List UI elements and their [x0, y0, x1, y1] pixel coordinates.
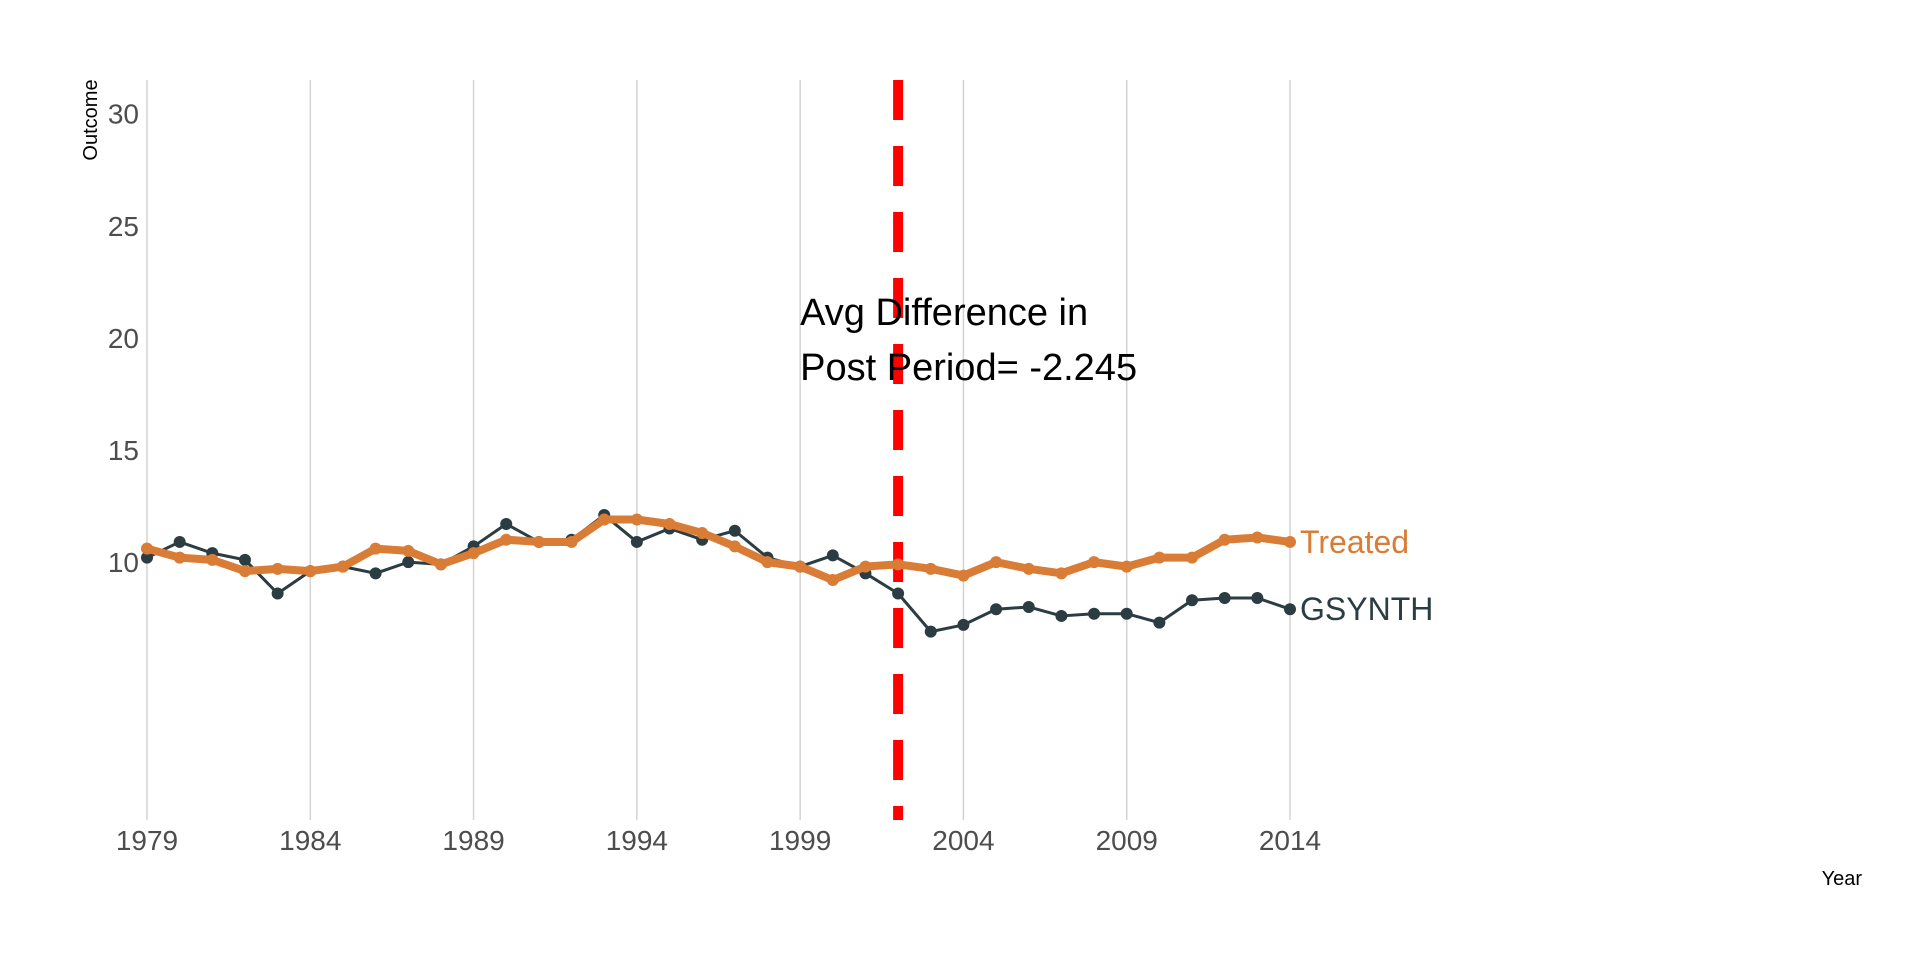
series-label-treated: Treated [1300, 524, 1409, 560]
point-treated-1985 [336, 560, 349, 573]
point-treated-2010 [1153, 551, 1166, 564]
point-treated-1996 [696, 526, 709, 539]
point-treated-1982 [238, 565, 251, 578]
point-gsynth-2006 [1022, 600, 1035, 613]
x-tick-label-2009: 2009 [1096, 825, 1158, 856]
point-treated-2014 [1284, 535, 1296, 548]
point-treated-2013 [1251, 531, 1264, 544]
point-treated-1999 [794, 560, 807, 573]
point-treated-2002 [892, 558, 905, 571]
point-treated-1997 [728, 540, 741, 553]
point-treated-2004 [957, 569, 970, 582]
point-treated-1990 [500, 533, 513, 546]
point-treated-1998 [761, 556, 774, 569]
series-label-gsynth: GSYNTH [1300, 591, 1433, 627]
point-treated-2000 [826, 574, 839, 587]
y-tick-label-25: 25 [108, 211, 139, 242]
point-gsynth-2007 [1055, 609, 1068, 622]
point-gsynth-1983 [271, 587, 284, 600]
point-gsynth-1979 [141, 551, 153, 564]
point-treated-1992 [565, 535, 578, 548]
point-gsynth-2002 [892, 587, 905, 600]
point-treated-1981 [206, 553, 219, 566]
point-gsynth-1997 [728, 524, 741, 537]
point-treated-2005 [990, 556, 1003, 569]
y-tick-label-15: 15 [108, 435, 139, 466]
x-tick-label-1979: 1979 [116, 825, 178, 856]
point-treated-1986 [369, 542, 382, 555]
point-gsynth-1987 [402, 556, 415, 569]
point-treated-1994 [630, 513, 643, 526]
point-gsynth-2008 [1088, 607, 1101, 620]
point-gsynth-2009 [1120, 607, 1133, 620]
point-gsynth-2013 [1251, 592, 1264, 604]
annotation-line-1: Avg Difference in [800, 292, 1088, 334]
x-tick-label-1984: 1984 [279, 825, 341, 856]
y-axis-ticks: 10 15 20 25 30 [108, 99, 139, 578]
point-treated-1993 [598, 513, 611, 526]
point-treated-2006 [1022, 562, 1035, 575]
point-treated-1988 [434, 558, 447, 571]
point-gsynth-2010 [1153, 616, 1166, 629]
x-axis-title: Year [1822, 868, 1863, 890]
point-gsynth-2012 [1218, 592, 1231, 604]
x-tick-label-1999: 1999 [769, 825, 831, 856]
point-gsynth-1990 [500, 518, 513, 530]
point-treated-1979 [141, 542, 153, 555]
point-treated-2001 [859, 560, 872, 573]
point-treated-1995 [663, 518, 676, 530]
point-treated-1984 [304, 565, 317, 578]
point-gsynth-1982 [238, 553, 251, 566]
point-gsynth-1994 [630, 535, 643, 548]
y-tick-label-20: 20 [108, 323, 139, 354]
point-gsynth-2011 [1186, 594, 1199, 607]
point-gsynth-2003 [924, 625, 937, 638]
point-treated-1987 [402, 544, 415, 557]
x-tick-label-2004: 2004 [932, 825, 994, 856]
annotation-line-2: Post Period= -2.245 [800, 347, 1137, 389]
point-treated-1980 [173, 551, 186, 564]
y-axis-title: Outcome [80, 79, 102, 160]
x-axis-ticks: 1979 1984 1989 1994 1999 2004 2009 2014 [116, 825, 1321, 856]
y-tick-label-30: 30 [108, 99, 139, 130]
point-treated-2007 [1055, 567, 1068, 580]
point-gsynth-1980 [173, 535, 186, 548]
series-line-treated [143, 515, 1294, 585]
x-tick-label-2014: 2014 [1259, 825, 1321, 856]
point-treated-2011 [1186, 551, 1199, 564]
x-tick-label-1994: 1994 [606, 825, 668, 856]
point-gsynth-2005 [990, 603, 1003, 616]
point-treated-2009 [1120, 560, 1133, 573]
vertical-gridlines [146, 80, 1291, 820]
point-gsynth-2000 [826, 549, 839, 562]
y-tick-label-10: 10 [108, 547, 139, 578]
point-gsynth-2004 [957, 618, 970, 631]
point-treated-2008 [1088, 556, 1101, 569]
point-gsynth-1986 [369, 567, 382, 580]
point-treated-1991 [532, 535, 545, 548]
series-group [141, 509, 1296, 638]
point-treated-2003 [924, 562, 937, 575]
point-treated-1983 [271, 562, 284, 575]
point-treated-1989 [467, 547, 480, 560]
point-gsynth-2014 [1284, 603, 1296, 616]
point-treated-2012 [1218, 533, 1231, 546]
x-tick-label-1989: 1989 [442, 825, 504, 856]
series-labels: Treated GSYNTH [1300, 524, 1433, 627]
